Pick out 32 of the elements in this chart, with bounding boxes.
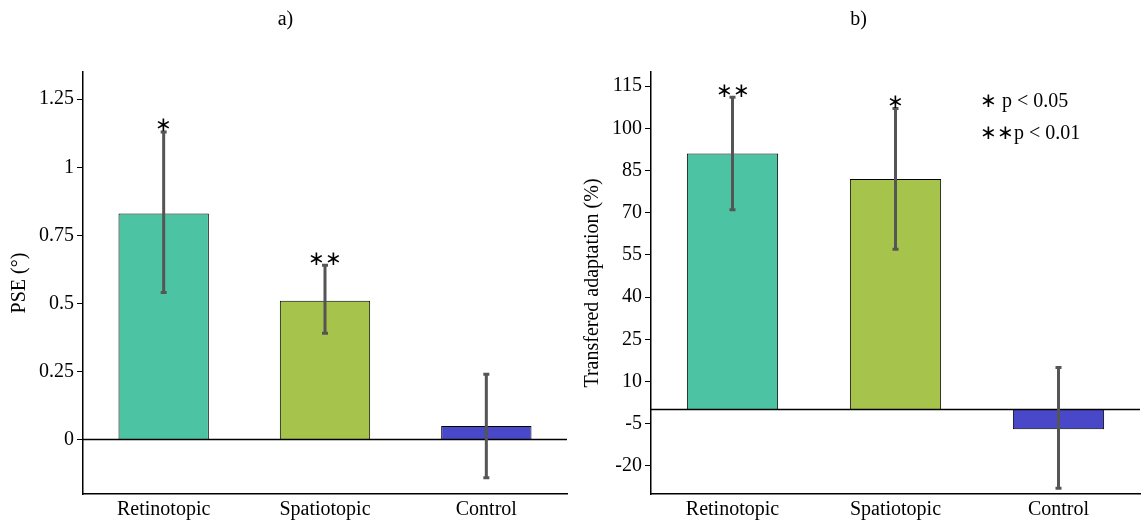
annotation: ∗ (887, 89, 904, 112)
y-tick-label: 100 (612, 115, 642, 138)
y-tick-label: 0.75 (39, 222, 74, 245)
y-tick-label: 115 (612, 73, 642, 96)
annotation: ∗ p < 0.05 (980, 89, 1069, 113)
y-tick-label: 1 (64, 154, 74, 177)
y-tick-label: 0 (64, 426, 74, 449)
y-tick-label: 0.5 (49, 290, 74, 313)
annotation: ∗ (155, 113, 173, 136)
y-tick-label: 40 (622, 284, 642, 307)
y-tick-label: 55 (622, 242, 642, 265)
y-tick-label: 85 (622, 157, 642, 180)
annotation: ∗∗ (308, 246, 342, 269)
y-axis-title: PSE (°) (7, 252, 31, 314)
y-tick-label: -20 (615, 453, 642, 476)
y-tick-label: -5 (625, 410, 642, 433)
annotation: ∗∗ (715, 78, 750, 101)
x-tick-label: Retinotopic (685, 497, 780, 521)
x-tick-label: Control (455, 497, 518, 520)
annotation: ∗∗p < 0.01 (980, 121, 1081, 145)
y-tick-label: 1.25 (39, 86, 74, 109)
y-axis-title: Transfered adaptation (%) (580, 178, 604, 388)
chart-title: a) (277, 7, 294, 31)
y-tick-label: 0.25 (39, 358, 74, 381)
y-tick-label: 25 (622, 326, 642, 349)
y-tick-label: 70 (622, 199, 642, 222)
y-tick-label: 10 (622, 368, 642, 391)
x-tick-label: Spatiotopic (279, 497, 371, 521)
x-tick-label: Retinotopic (117, 497, 211, 521)
x-tick-label: Spatiotopic (849, 497, 942, 521)
chart-title: b) (850, 7, 867, 31)
x-tick-label: Control (1027, 497, 1090, 520)
